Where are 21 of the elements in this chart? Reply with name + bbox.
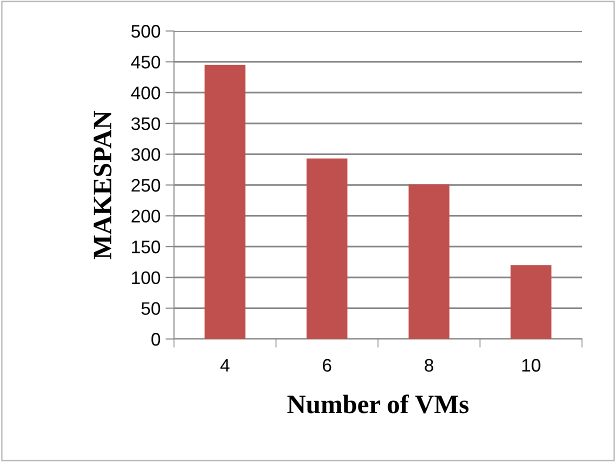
y-tick-label: 0 [151,332,160,346]
y-tick-label: 250 [132,178,160,192]
x-axis-title: Number of VMs [287,394,469,414]
bar [306,158,348,339]
y-axis-title: MAKESPAN [94,110,112,260]
y-tick-label: 150 [132,240,160,254]
y-tick-label: 450 [131,56,160,69]
y-tick-label: 300 [131,148,160,161]
y-tick-label: 350 [131,117,160,130]
y-tick-label: 500 [131,24,160,38]
y-tick-label: 400 [131,86,160,100]
y-tick-label: 100 [132,271,160,284]
x-tick-label: 6 [322,358,332,372]
y-tick-label: 200 [132,210,160,223]
y-tick-label: 50 [141,302,160,315]
bar [408,184,450,339]
x-tick-label: 10 [522,358,540,372]
x-tick-label: 4 [220,359,230,372]
bar [204,64,246,339]
bar [510,265,552,339]
x-tick-label: 8 [424,358,434,372]
